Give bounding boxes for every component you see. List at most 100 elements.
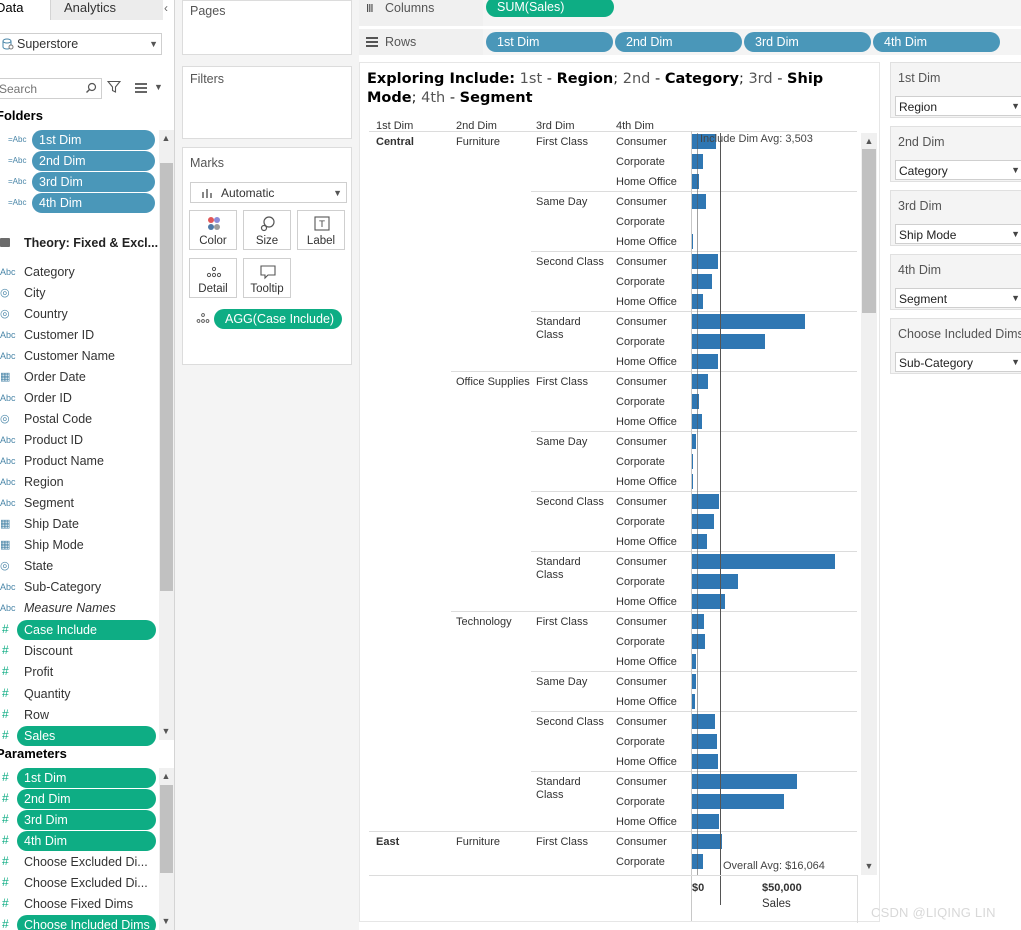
field-pill-3rd-dim[interactable]: 3rd Dim bbox=[32, 172, 155, 192]
scroll-up-icon[interactable]: ▲ bbox=[864, 136, 874, 146]
bar[interactable] bbox=[691, 474, 693, 489]
field-order-date[interactable]: ▦ Order Date bbox=[0, 367, 158, 388]
chevron-left-icon[interactable]: ‹ bbox=[164, 1, 168, 15]
param-select-1st-dim[interactable]: Region ▼ bbox=[895, 96, 1021, 116]
parameter-pill-choose-included-dims[interactable]: Choose Included Dims bbox=[17, 915, 156, 930]
field-product-name[interactable]: Abc Product Name bbox=[0, 451, 158, 472]
bar[interactable] bbox=[691, 534, 707, 549]
field-region[interactable]: Abc Region bbox=[0, 472, 158, 493]
bar[interactable] bbox=[691, 414, 702, 429]
rows-pill-4th-dim[interactable]: 4th Dim bbox=[873, 32, 1000, 52]
fields-scrollbar-thumb[interactable] bbox=[160, 163, 173, 591]
field-measure-names[interactable]: Abc Measure Names bbox=[0, 598, 158, 619]
measure-sales[interactable]: # Sales bbox=[0, 726, 158, 747]
field-customer-id[interactable]: Abc Customer ID bbox=[0, 325, 158, 346]
parameter-pill-4th-dim[interactable]: 4th Dim bbox=[17, 831, 156, 851]
field-category[interactable]: Abc Category bbox=[0, 262, 158, 283]
parameter-choose-included-dims-7[interactable]: # Choose Included Dims bbox=[0, 915, 158, 930]
color-button[interactable]: Color bbox=[189, 210, 237, 250]
folder-pill-row[interactable]: =Abc 1st Dim bbox=[0, 130, 158, 151]
chart-scrollbar[interactable] bbox=[861, 133, 877, 875]
columns-shelf[interactable]: Ⅲ Columns SUM(Sales) bbox=[359, 0, 1021, 26]
field-pill-case-include[interactable]: Case Include bbox=[17, 620, 156, 640]
scroll-down-icon[interactable]: ▼ bbox=[864, 861, 874, 871]
field-order-id[interactable]: Abc Order ID bbox=[0, 388, 158, 409]
bar[interactable] bbox=[691, 454, 693, 469]
rows-pill-1st-dim[interactable]: 1st Dim bbox=[486, 32, 613, 52]
field-country[interactable]: ◎ Country bbox=[0, 304, 158, 325]
rows-shelf[interactable]: Rows 1st Dim 2nd Dim 3rd Dim 4th Dim bbox=[359, 29, 1021, 55]
measure-profit[interactable]: # Profit bbox=[0, 662, 158, 683]
bar[interactable] bbox=[691, 254, 718, 269]
bar[interactable] bbox=[691, 494, 719, 509]
filter-icon[interactable] bbox=[107, 80, 121, 94]
bar[interactable] bbox=[691, 514, 714, 529]
bar[interactable] bbox=[691, 274, 712, 289]
chart-scrollbar-thumb[interactable] bbox=[862, 149, 876, 313]
param-select-choose-included-dims[interactable]: Sub-Category ▼ bbox=[895, 352, 1021, 372]
search-icon[interactable] bbox=[85, 82, 97, 94]
label-button[interactable]: T Label bbox=[297, 210, 345, 250]
folder-pill-row[interactable]: =Abc 4th Dim bbox=[0, 193, 158, 214]
field-ship-mode[interactable]: ▦ Ship Mode bbox=[0, 535, 158, 556]
scroll-down-icon[interactable]: ▼ bbox=[161, 726, 171, 736]
parameter-choose-excluded-di-5[interactable]: # Choose Excluded Di... bbox=[0, 873, 158, 894]
bar[interactable] bbox=[691, 674, 696, 689]
field-product-id[interactable]: Abc Product ID bbox=[0, 430, 158, 451]
scroll-up-icon[interactable]: ▲ bbox=[161, 133, 171, 143]
parameter-pill-1st-dim[interactable]: 1st Dim bbox=[17, 768, 156, 788]
parameter-pill-2nd-dim[interactable]: 2nd Dim bbox=[17, 789, 156, 809]
field-pill-4th-dim[interactable]: 4th Dim bbox=[32, 193, 155, 213]
columns-pill[interactable]: SUM(Sales) bbox=[486, 0, 614, 17]
parameters-scrollbar-thumb[interactable] bbox=[160, 785, 173, 873]
bar[interactable] bbox=[691, 234, 693, 249]
measure-discount[interactable]: # Discount bbox=[0, 641, 158, 662]
field-pill-2nd-dim[interactable]: 2nd Dim bbox=[32, 151, 155, 171]
folder-pill-row[interactable]: =Abc 3rd Dim bbox=[0, 172, 158, 193]
field-pill-sales[interactable]: Sales bbox=[17, 726, 156, 746]
parameter-choose-excluded-di-4[interactable]: # Choose Excluded Di... bbox=[0, 852, 158, 873]
bar[interactable] bbox=[691, 334, 765, 349]
tab-data[interactable]: Data bbox=[0, 0, 50, 20]
field-pill-1st-dim[interactable]: 1st Dim bbox=[32, 130, 155, 150]
param-select-2nd-dim[interactable]: Category ▼ bbox=[895, 160, 1021, 180]
bar[interactable] bbox=[691, 714, 715, 729]
bar[interactable] bbox=[691, 394, 699, 409]
folder-pill-row[interactable]: =Abc 2nd Dim bbox=[0, 151, 158, 172]
field-segment[interactable]: Abc Segment bbox=[0, 493, 158, 514]
tooltip-button[interactable]: Tooltip bbox=[243, 258, 291, 298]
bar[interactable] bbox=[691, 634, 705, 649]
bar[interactable] bbox=[691, 354, 718, 369]
field-sub-category[interactable]: Abc Sub-Category bbox=[0, 577, 158, 598]
scroll-down-icon[interactable]: ▼ bbox=[161, 916, 171, 926]
bar[interactable] bbox=[691, 594, 725, 609]
filters-card[interactable]: Filters bbox=[182, 66, 352, 139]
parameter-3rd-dim-2[interactable]: #3rd Dim bbox=[0, 810, 158, 831]
bar[interactable] bbox=[691, 554, 835, 569]
parameter-2nd-dim-1[interactable]: #2nd Dim bbox=[0, 789, 158, 810]
scroll-up-icon[interactable]: ▲ bbox=[161, 771, 171, 781]
parameter-4th-dim-3[interactable]: #4th Dim bbox=[0, 831, 158, 852]
folder-theory[interactable]: Theory: Fixed & Excl... bbox=[0, 235, 158, 253]
search-input[interactable] bbox=[0, 81, 81, 97]
bar[interactable] bbox=[691, 434, 696, 449]
size-button[interactable]: Size bbox=[243, 210, 291, 250]
measure-case-include[interactable]: # Case Include bbox=[0, 620, 158, 641]
parameter-choose-fixed-dims-6[interactable]: # Choose Fixed Dims bbox=[0, 894, 158, 915]
field-city[interactable]: ◎ City bbox=[0, 283, 158, 304]
measure-quantity[interactable]: # Quantity bbox=[0, 684, 158, 705]
bar[interactable] bbox=[691, 794, 784, 809]
chevron-down-icon[interactable]: ▼ bbox=[154, 82, 163, 92]
detail-button[interactable]: Detail bbox=[189, 258, 237, 298]
datasource-select[interactable]: Superstore ▼ bbox=[0, 33, 162, 55]
bar[interactable] bbox=[691, 814, 719, 829]
field-state[interactable]: ◎ State bbox=[0, 556, 158, 577]
mark-type-select[interactable]: Automatic ▼ bbox=[190, 182, 347, 203]
search-box[interactable] bbox=[0, 78, 102, 99]
parameter-1st-dim-0[interactable]: #1st Dim bbox=[0, 768, 158, 789]
bar[interactable] bbox=[691, 754, 718, 769]
param-select-3rd-dim[interactable]: Ship Mode ▼ bbox=[895, 224, 1021, 244]
bar[interactable] bbox=[691, 774, 797, 789]
bar[interactable] bbox=[691, 734, 717, 749]
rows-pill-3rd-dim[interactable]: 3rd Dim bbox=[744, 32, 871, 52]
